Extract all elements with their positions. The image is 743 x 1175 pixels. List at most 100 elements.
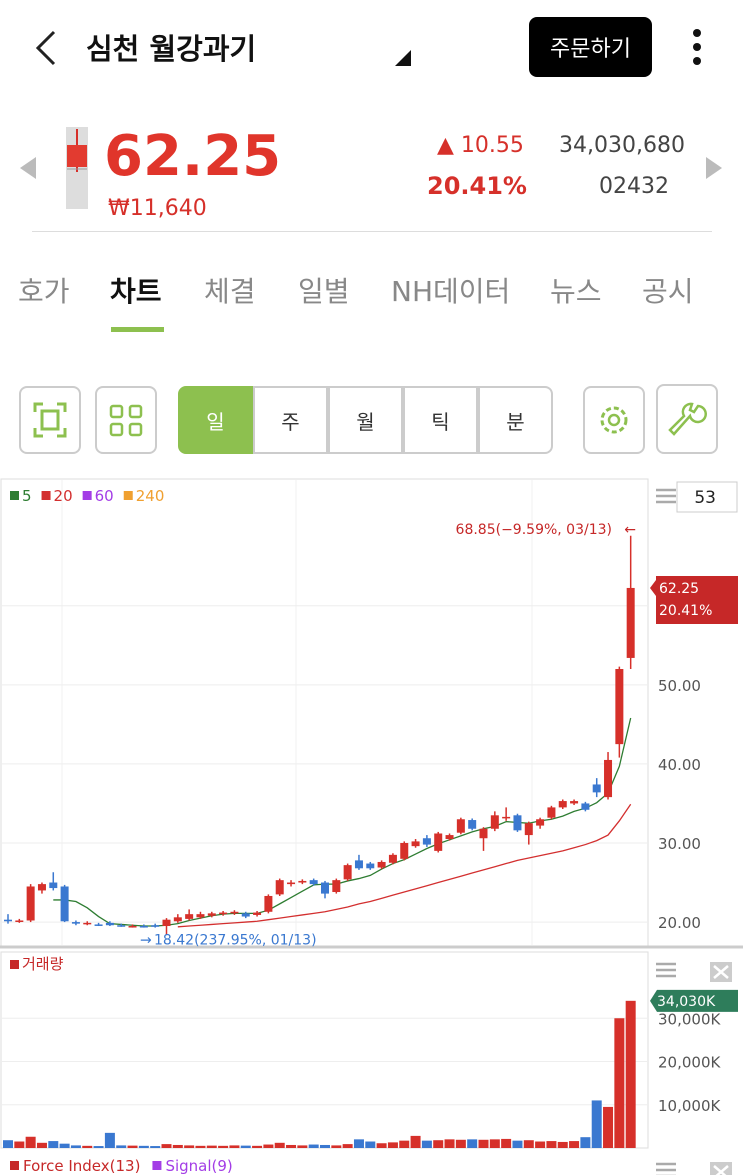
tab[interactable]: 호가 <box>18 275 70 308</box>
tab[interactable]: 일별 <box>298 275 350 308</box>
legend-swatch <box>10 1161 19 1170</box>
tools-button[interactable] <box>656 384 718 454</box>
legend-swatch <box>41 491 51 500</box>
volume-bar <box>82 1145 93 1148</box>
legend-swatch <box>10 960 19 969</box>
tab-indicator <box>111 327 164 332</box>
volume-bar <box>523 1140 534 1148</box>
volume-panel <box>0 951 649 1149</box>
candle-body <box>502 816 511 819</box>
period-button[interactable]: 주 <box>253 386 328 454</box>
close-x <box>713 1165 729 1175</box>
volume-bar <box>320 1144 330 1148</box>
candle-body <box>615 669 624 745</box>
volume-bar <box>263 1144 274 1148</box>
low-note: 18.42(237.95%, 01/13) <box>154 933 317 949</box>
volume-bar <box>603 1106 614 1148</box>
volume-bar <box>580 1137 591 1148</box>
menu-icon[interactable] <box>690 28 704 68</box>
high-note-arrow: ← <box>624 522 636 538</box>
tab[interactable]: NH데이터 <box>391 275 511 308</box>
price-tag-label: 62.25 <box>659 581 699 597</box>
volume-tag <box>650 989 738 1012</box>
candle-body <box>332 880 341 893</box>
volume-bar <box>557 1141 568 1148</box>
legend-label: 20 <box>54 487 73 505</box>
volume-bar <box>591 1100 602 1148</box>
y-tick-label: 40.00 <box>658 756 701 774</box>
candle-body <box>581 803 590 810</box>
volume-bar <box>150 1146 161 1148</box>
volume-bar <box>455 1139 466 1148</box>
legend-label: 5 <box>22 487 32 505</box>
legend-swatch <box>152 1161 162 1170</box>
y-tick-label: 20,000K <box>658 1054 721 1072</box>
change: ▲ 10.55 <box>437 133 524 158</box>
legend-swatch <box>10 491 19 500</box>
volume-bar <box>569 1141 580 1148</box>
tab[interactable]: 뉴스 <box>550 275 602 308</box>
tab[interactable]: 공시 <box>642 275 694 308</box>
candle-body <box>83 922 92 925</box>
candle-body <box>162 919 171 927</box>
volume-bar <box>127 1145 138 1148</box>
change-pct: 20.41% <box>427 172 527 200</box>
y-tick-label: 10,000K <box>658 1097 721 1115</box>
tab-active[interactable]: 차트 <box>110 275 162 308</box>
volume-bar <box>512 1140 523 1148</box>
layout-button[interactable] <box>95 386 157 454</box>
volume-bar <box>308 1144 319 1148</box>
indicator-legend: Force Index(13) <box>23 1157 140 1175</box>
volume-bar <box>535 1141 546 1148</box>
candle-body <box>354 860 363 869</box>
candle-body <box>343 865 352 880</box>
close-icon <box>710 1162 732 1175</box>
candle-body <box>60 886 69 922</box>
candle-body <box>445 835 454 840</box>
icon <box>109 404 143 437</box>
period-button-active[interactable]: 일 <box>178 386 253 454</box>
icon <box>668 402 707 436</box>
legend-swatch <box>82 491 92 500</box>
settings-button[interactable] <box>583 386 645 454</box>
legend-label: 240 <box>136 487 165 505</box>
price-krw: ₩11,640 <box>108 196 207 221</box>
candle-body <box>298 880 307 883</box>
candle-body <box>264 895 273 912</box>
volume-bar <box>353 1139 364 1148</box>
volume-bar <box>410 1135 421 1148</box>
dropdown-icon[interactable] <box>395 50 411 66</box>
low-note-arrow: → <box>140 933 152 949</box>
period-button[interactable]: 틱 <box>403 386 478 454</box>
next-arrow[interactable] <box>704 155 724 181</box>
back-icon[interactable] <box>30 28 60 68</box>
volume-bar <box>387 1142 398 1148</box>
legend-swatch <box>123 491 133 500</box>
prev-arrow[interactable] <box>18 155 38 181</box>
candle-body <box>592 784 601 793</box>
fullscreen-button[interactable] <box>19 386 81 454</box>
period-button[interactable]: 월 <box>328 386 403 454</box>
candle-body <box>26 886 35 921</box>
close-x <box>713 965 729 979</box>
candle-body <box>151 925 160 927</box>
candle-body <box>434 833 443 851</box>
tab[interactable]: 체결 <box>204 275 256 308</box>
price: 62.25 <box>104 124 282 189</box>
candle-body <box>626 587 635 658</box>
volume-bar <box>70 1145 81 1148</box>
candle-body <box>377 861 386 868</box>
code: 02432 <box>599 174 669 199</box>
volume-title: 거래량 <box>22 955 64 973</box>
volume-bar <box>25 1136 36 1148</box>
legend-label: 60 <box>95 487 114 505</box>
period-button[interactable]: 분 <box>478 386 553 454</box>
volume-bar <box>286 1144 297 1148</box>
volume-bar <box>104 1132 115 1148</box>
candle-body <box>253 912 262 915</box>
volume: 34,030,680 <box>559 133 685 158</box>
volume-bar <box>59 1143 70 1148</box>
divider <box>32 231 712 232</box>
candle-body <box>15 920 24 922</box>
order-button[interactable]: 주문하기 <box>529 17 652 77</box>
